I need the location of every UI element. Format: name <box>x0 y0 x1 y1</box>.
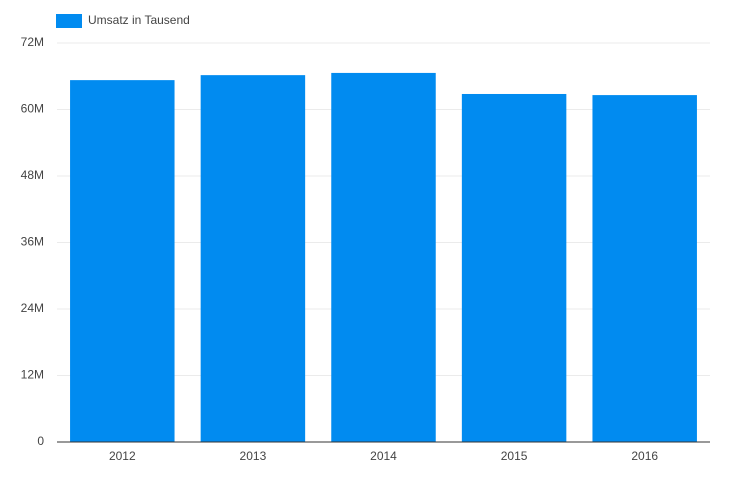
y-tick-label: 0 <box>37 434 44 448</box>
legend-swatch <box>56 14 82 28</box>
bar <box>70 80 175 443</box>
x-tick-label: 2013 <box>240 449 267 463</box>
y-tick-label: 36M <box>21 235 44 249</box>
bar <box>592 95 697 442</box>
y-tick-label: 12M <box>21 368 44 382</box>
x-tick-label: 2014 <box>370 449 397 463</box>
y-tick-label: 48M <box>21 168 44 182</box>
bar <box>461 93 567 442</box>
x-tick-label: 2016 <box>631 449 658 463</box>
bar <box>200 75 306 443</box>
x-tick-label: 2012 <box>109 449 136 463</box>
bar <box>331 72 436 443</box>
y-tick-label: 72M <box>21 35 44 49</box>
legend-label: Umsatz in Tausend <box>88 13 190 27</box>
y-tick-label: 24M <box>21 301 44 315</box>
x-tick-label: 2015 <box>501 449 528 463</box>
y-tick-label: 60M <box>21 102 44 116</box>
